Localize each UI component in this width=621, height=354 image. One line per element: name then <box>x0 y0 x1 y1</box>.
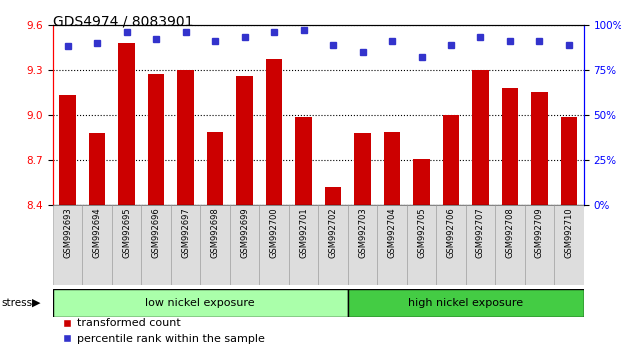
Bar <box>436 205 466 285</box>
Text: low nickel exposure: low nickel exposure <box>145 298 255 308</box>
Bar <box>555 205 584 285</box>
Text: ▶: ▶ <box>32 298 41 308</box>
Bar <box>237 76 253 205</box>
Bar <box>384 132 400 205</box>
Bar <box>148 74 164 205</box>
Bar <box>473 70 489 205</box>
Bar <box>89 133 105 205</box>
Bar <box>296 116 312 205</box>
Bar <box>443 115 459 205</box>
Text: GSM992703: GSM992703 <box>358 208 367 258</box>
Bar <box>348 289 584 317</box>
Bar <box>207 132 223 205</box>
Text: GDS4974 / 8083901: GDS4974 / 8083901 <box>53 14 193 28</box>
Bar <box>525 205 555 285</box>
Bar <box>378 205 407 285</box>
Text: GSM992693: GSM992693 <box>63 208 72 258</box>
Text: GSM992704: GSM992704 <box>388 208 396 258</box>
Bar <box>266 59 282 205</box>
Text: GSM992705: GSM992705 <box>417 208 426 258</box>
Bar <box>325 187 341 205</box>
Bar <box>82 205 112 285</box>
Text: GSM992709: GSM992709 <box>535 208 544 258</box>
Text: GSM992702: GSM992702 <box>329 208 337 258</box>
Legend: transformed count, percentile rank within the sample: transformed count, percentile rank withi… <box>58 314 270 348</box>
Bar <box>178 70 194 205</box>
Bar <box>112 205 142 285</box>
Bar <box>466 205 496 285</box>
Bar <box>414 159 430 205</box>
Text: GSM992694: GSM992694 <box>93 208 101 258</box>
Text: GSM992696: GSM992696 <box>152 208 160 258</box>
Text: GSM992698: GSM992698 <box>211 208 219 258</box>
Text: GSM992695: GSM992695 <box>122 208 131 258</box>
Text: GSM992699: GSM992699 <box>240 208 249 258</box>
Text: GSM992697: GSM992697 <box>181 208 190 258</box>
Bar <box>53 205 82 285</box>
Text: GSM992708: GSM992708 <box>505 208 514 258</box>
Bar <box>142 205 171 285</box>
Bar <box>119 43 135 205</box>
Bar <box>561 116 577 205</box>
Bar <box>289 205 318 285</box>
Bar <box>260 205 289 285</box>
Bar <box>502 88 518 205</box>
Text: GSM992706: GSM992706 <box>446 208 455 258</box>
Bar <box>348 205 378 285</box>
Bar <box>319 205 348 285</box>
Text: stress: stress <box>1 298 32 308</box>
Text: high nickel exposure: high nickel exposure <box>408 298 524 308</box>
Text: GSM992701: GSM992701 <box>299 208 308 258</box>
Bar <box>60 96 76 205</box>
Text: GSM992700: GSM992700 <box>270 208 278 258</box>
Bar <box>230 205 260 285</box>
Text: GSM992707: GSM992707 <box>476 208 485 258</box>
Bar <box>171 205 200 285</box>
Bar <box>355 133 371 205</box>
Bar <box>53 289 348 317</box>
Bar <box>200 205 230 285</box>
Text: GSM992710: GSM992710 <box>564 208 573 258</box>
Bar <box>496 205 525 285</box>
Bar <box>532 92 548 205</box>
Bar <box>407 205 437 285</box>
